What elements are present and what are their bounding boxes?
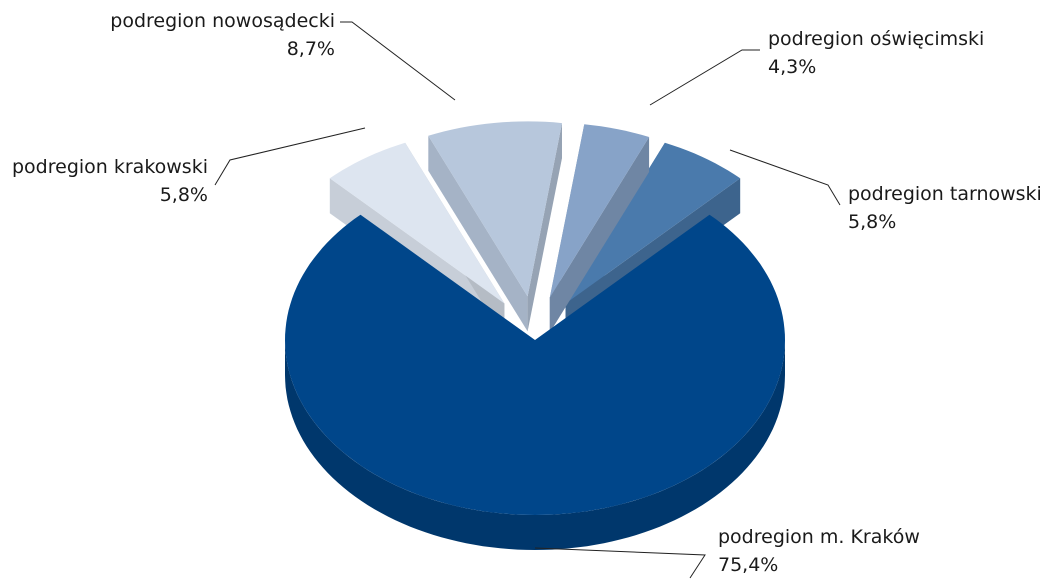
labels: podregion m. Kraków 75,4% podregion krakow… <box>12 10 1042 579</box>
slice-side <box>549 137 650 333</box>
value-label: 8,7% <box>287 38 335 60</box>
leader-line <box>340 21 456 101</box>
slice-label: podregion nowosądecki <box>110 10 335 32</box>
slice-side <box>527 123 562 332</box>
pie <box>285 121 785 550</box>
slice-label: podregion krakowski <box>12 156 208 178</box>
leader-line <box>534 547 706 579</box>
slice <box>285 214 785 515</box>
slice-label: podregion tarnowski <box>848 183 1042 205</box>
value-label: 75,4% <box>718 554 778 576</box>
slice <box>329 142 505 304</box>
value-label: 5,8% <box>848 211 896 233</box>
slice <box>565 142 741 304</box>
slice <box>428 121 562 297</box>
slice-label: podregion m. Kraków <box>718 526 920 548</box>
slice <box>549 124 650 298</box>
slice-side <box>428 135 528 332</box>
leader-line <box>214 127 366 186</box>
leader-line <box>649 49 760 106</box>
leader-line <box>729 149 841 206</box>
slice-side <box>285 340 785 550</box>
value-label: 5,8% <box>160 184 208 206</box>
value-label: 4,3% <box>768 56 816 78</box>
slice-label: podregion oświęcimski <box>768 28 984 50</box>
